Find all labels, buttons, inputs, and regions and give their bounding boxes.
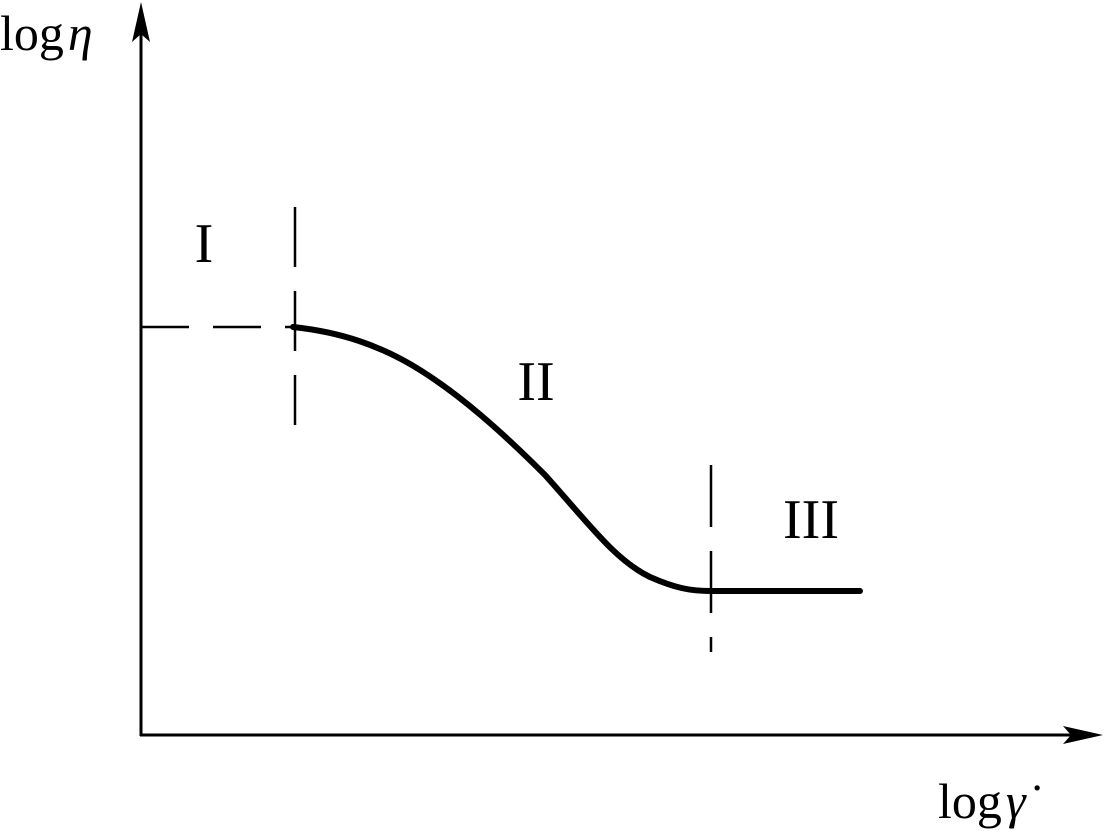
region-label: I: [195, 213, 214, 275]
y-axis-label: logη: [0, 5, 93, 61]
x-axis-label: logγ̇: [938, 773, 1041, 829]
label-prefix: log: [0, 5, 64, 61]
y-arrow: [132, 2, 150, 42]
label-symbol: η: [68, 5, 93, 61]
label-prefix: log: [938, 773, 1002, 829]
viscosity-curve: [290, 324, 863, 594]
region-label: III: [783, 489, 839, 551]
x-arrow: [1063, 726, 1103, 744]
region-label: II: [517, 351, 554, 413]
label-symbol: γ̇: [1006, 773, 1041, 829]
